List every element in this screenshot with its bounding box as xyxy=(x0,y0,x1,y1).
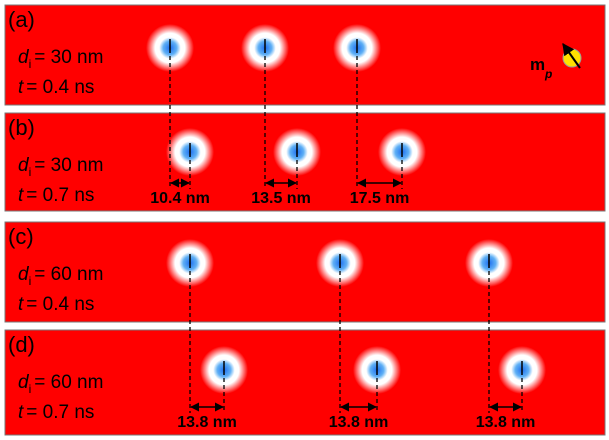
t-symbol: t xyxy=(18,77,24,98)
panel-tag: (b) xyxy=(8,115,35,140)
shift-label: 10.4 nm xyxy=(150,190,210,207)
d-label: di = 30 nm xyxy=(18,155,103,179)
t-symbol: t xyxy=(18,402,24,423)
d-label: di = 60 nm xyxy=(18,372,103,396)
t-symbol: t xyxy=(18,294,24,315)
t-label: t = 0.4 ns xyxy=(18,294,94,315)
d-symbol: d xyxy=(18,47,30,68)
d-value: = 60 nm xyxy=(34,264,103,285)
shift-label: 13.5 nm xyxy=(251,190,311,207)
t-value: = 0.7 ns xyxy=(26,402,94,423)
t-symbol: t xyxy=(18,185,24,206)
d-subscript: i xyxy=(29,57,32,71)
t-value: = 0.4 ns xyxy=(26,77,94,98)
d-subscript: i xyxy=(29,274,32,288)
shift-label: 13.8 nm xyxy=(177,414,237,431)
shift-label: 13.8 nm xyxy=(329,414,389,431)
d-label: di = 30 nm xyxy=(18,47,103,71)
d-symbol: d xyxy=(18,264,30,285)
polarizer-legend: m p xyxy=(530,43,582,81)
panel-tag: (c) xyxy=(8,224,34,249)
panel-tag: (d) xyxy=(8,332,35,357)
d-value: = 30 nm xyxy=(34,47,103,68)
t-value: = 0.4 ns xyxy=(26,294,94,315)
d-value: = 60 nm xyxy=(34,372,103,393)
polarizer-symbol: m xyxy=(530,55,545,74)
d-label: di = 60 nm xyxy=(18,264,103,288)
d-value: = 30 nm xyxy=(34,155,103,176)
d-symbol: d xyxy=(18,372,30,393)
polarizer-subscript: p xyxy=(544,67,552,81)
t-label: t = 0.4 ns xyxy=(18,77,94,98)
shift-label: 17.5 nm xyxy=(350,190,410,207)
panel xyxy=(4,4,606,106)
t-label: t = 0.7 ns xyxy=(18,185,94,206)
polarizer-arrow xyxy=(562,43,581,69)
d-subscript: i xyxy=(29,165,32,179)
t-value: = 0.7 ns xyxy=(26,185,94,206)
panel-tag: (a) xyxy=(8,7,35,32)
d-subscript: i xyxy=(29,382,32,396)
t-label: t = 0.7 ns xyxy=(18,402,94,423)
shift-label: 13.8 nm xyxy=(476,414,536,431)
d-symbol: d xyxy=(18,155,30,176)
